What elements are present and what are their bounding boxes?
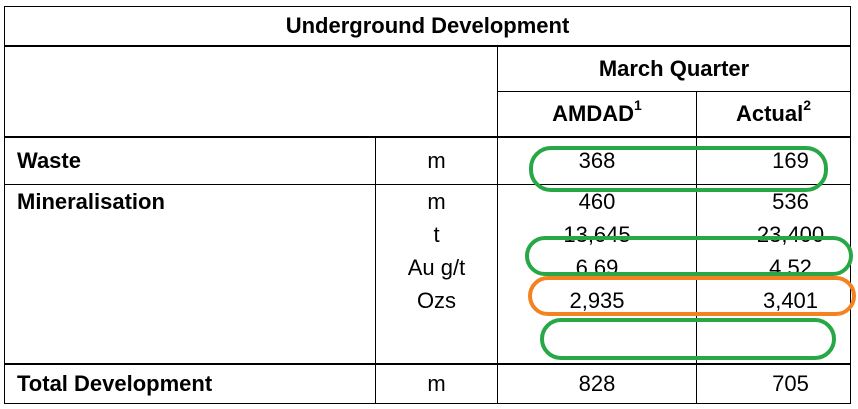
underground-development-table: Underground Development March Quarter AM… bbox=[3, 6, 852, 404]
column-header-amdad-label: AMDAD bbox=[552, 101, 635, 126]
value-amdad-grade: 6.69 bbox=[575, 255, 619, 280]
table-title: Underground Development bbox=[3, 6, 852, 47]
mineralisation-label: Mineralisation bbox=[17, 189, 165, 214]
unit-t: t bbox=[433, 222, 440, 247]
footnote-2: 2 bbox=[803, 97, 812, 113]
value-actual-ozs: 3,401 bbox=[762, 288, 819, 313]
table-row-mineralisation: Mineralisation m t Au g/t Ozs 460 13,645… bbox=[4, 184, 852, 365]
table-row-waste: Waste m 368 169 bbox=[4, 136, 852, 185]
row-label-waste: Waste bbox=[4, 136, 376, 185]
value-amdad-ozs: 2,935 bbox=[569, 288, 625, 313]
value-amdad-m: 460 bbox=[578, 189, 616, 214]
value-waste-amdad: 368 bbox=[497, 136, 697, 185]
unit-m: m bbox=[427, 189, 446, 214]
row-label-total: Total Development bbox=[4, 363, 376, 404]
value-actual-m: 536 bbox=[772, 189, 809, 214]
units-mineralisation: m t Au g/t Ozs bbox=[375, 184, 498, 365]
value-amdad-t: 13,645 bbox=[563, 222, 631, 247]
values-mineralisation-amdad: 460 13,645 6.69 2,935 bbox=[497, 184, 697, 365]
empty-header-cell bbox=[4, 45, 498, 138]
footnote-1: 1 bbox=[634, 97, 642, 113]
value-actual-grade: 4.52 bbox=[769, 255, 812, 280]
value-total-actual: 705 bbox=[695, 363, 852, 404]
column-header-amdad: AMDAD1 bbox=[497, 91, 697, 138]
row-label-mineralisation: Mineralisation bbox=[4, 184, 376, 365]
column-header-actual-label: Actual bbox=[735, 101, 804, 126]
unit-total: m bbox=[375, 363, 498, 404]
period-header: March Quarter bbox=[496, 45, 852, 92]
unit-au-gt: Au g/t bbox=[407, 255, 466, 280]
value-actual-t: 23,400 bbox=[756, 222, 825, 247]
value-waste-actual: 169 bbox=[695, 136, 852, 185]
value-total-amdad: 828 bbox=[497, 363, 697, 404]
values-mineralisation-actual: 536 23,400 4.52 3,401 bbox=[695, 184, 852, 365]
table-row-total: Total Development m 828 705 bbox=[4, 363, 852, 404]
unit-ozs: Ozs bbox=[416, 288, 457, 313]
column-header-actual: Actual2 bbox=[695, 91, 852, 138]
unit-waste: m bbox=[375, 136, 498, 185]
